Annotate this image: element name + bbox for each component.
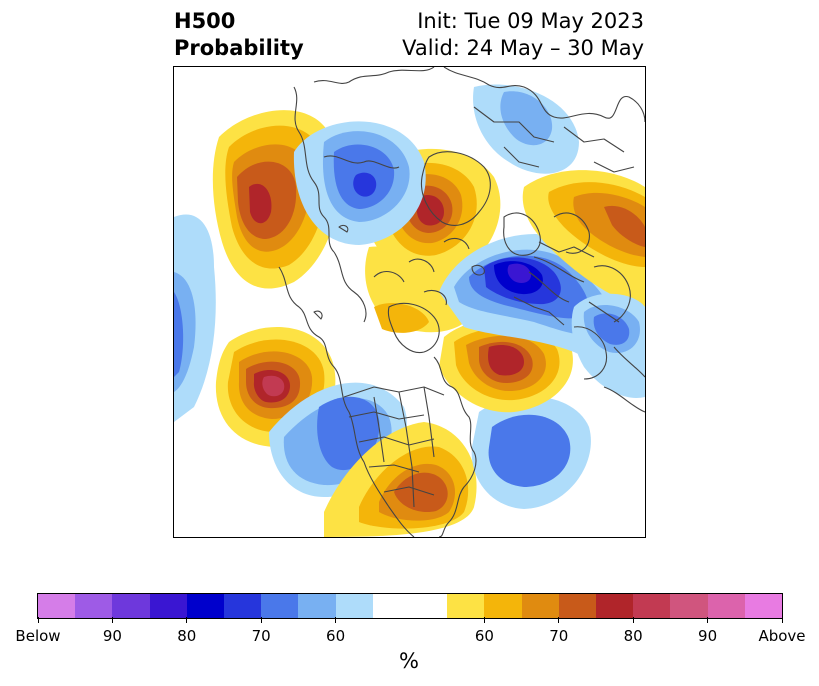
colorbar-segment bbox=[298, 594, 336, 618]
colorbar-segment bbox=[186, 594, 225, 618]
colorbar-segment bbox=[224, 594, 262, 618]
title-line-2: Probability bbox=[174, 36, 304, 60]
colorbar-tick-label: 80 bbox=[623, 627, 643, 645]
colorbar-tick bbox=[781, 617, 783, 623]
map-canvas bbox=[174, 67, 645, 537]
colorbar-segment bbox=[521, 594, 559, 618]
colorbar-tick bbox=[483, 617, 485, 623]
colorbar-segment bbox=[707, 594, 745, 618]
colorbar-tick-label: 90 bbox=[698, 627, 718, 645]
colorbar-tick-label: 60 bbox=[326, 627, 346, 645]
colorbar-tick-label: Above bbox=[758, 627, 806, 645]
colorbar-tick bbox=[707, 617, 709, 623]
colorbar-segment bbox=[447, 594, 485, 618]
colorbar-segment bbox=[149, 594, 187, 618]
colorbar-segment bbox=[670, 594, 708, 618]
map-title: H500 Probability bbox=[174, 8, 304, 62]
colorbar-unit: % bbox=[399, 649, 419, 673]
valid-range: Valid: 24 May – 30 May bbox=[402, 36, 644, 60]
colorbar-segment bbox=[261, 594, 299, 618]
colorbar-tick bbox=[558, 617, 560, 623]
probability-colorbar bbox=[37, 593, 783, 619]
colorbar-tick bbox=[632, 617, 634, 623]
colorbar-segment bbox=[75, 594, 113, 618]
colorbar-segment bbox=[484, 594, 522, 618]
colorbar-tick-label: 70 bbox=[251, 627, 271, 645]
colorbar-tick bbox=[37, 617, 39, 623]
colorbar-segment bbox=[372, 594, 411, 618]
probability-contours bbox=[174, 84, 645, 537]
colorbar-tick bbox=[260, 617, 262, 623]
colorbar-segment bbox=[410, 594, 448, 618]
colorbar-segment bbox=[38, 594, 76, 618]
colorbar-tick bbox=[186, 617, 188, 623]
colorbar-tick-label: 60 bbox=[474, 627, 494, 645]
colorbar-segment bbox=[335, 594, 373, 618]
colorbar-tick bbox=[335, 617, 337, 623]
colorbar-segment bbox=[633, 594, 671, 618]
colorbar-tick-label: Below bbox=[15, 627, 61, 645]
colorbar-segment bbox=[112, 594, 150, 618]
colorbar-segment bbox=[744, 594, 783, 618]
colorbar-segment bbox=[596, 594, 634, 618]
date-info: Init: Tue 09 May 2023 Valid: 24 May – 30… bbox=[402, 8, 644, 62]
init-date: Init: Tue 09 May 2023 bbox=[417, 9, 644, 33]
coastlines-borders bbox=[278, 67, 645, 537]
probability-map bbox=[173, 66, 646, 538]
title-line-1: H500 bbox=[174, 9, 236, 33]
colorbar-tick-label: 70 bbox=[549, 627, 569, 645]
colorbar-tick-label: 90 bbox=[102, 627, 122, 645]
colorbar-segment bbox=[558, 594, 597, 618]
colorbar-tick bbox=[111, 617, 113, 623]
colorbar-tick-label: 80 bbox=[177, 627, 197, 645]
